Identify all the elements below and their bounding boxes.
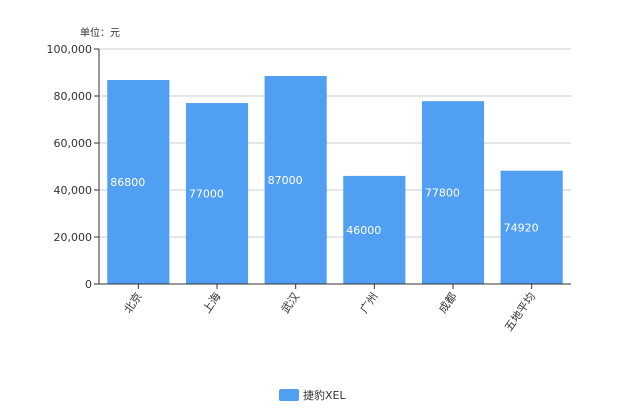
- bar[interactable]: [500, 170, 563, 284]
- bar[interactable]: [421, 101, 485, 284]
- x-axis: 北京 上海 武汉 广州 成都 五地平均: [99, 283, 571, 334]
- y-tick-label: 80,000: [54, 90, 93, 103]
- legend-label[interactable]: 捷豹XEL: [303, 388, 346, 402]
- bar[interactable]: [107, 80, 170, 285]
- legend[interactable]: 捷豹XEL: [279, 388, 346, 402]
- gridlines: [99, 48, 571, 238]
- bar-data-label: 77800: [425, 187, 460, 200]
- x-tick-label: 五地平均: [502, 290, 538, 333]
- y-axis: 0 20,000 40,000 60,000 80,000 100,000: [47, 43, 100, 291]
- bar[interactable]: [185, 103, 249, 284]
- y-tick-label: 60,000: [54, 137, 93, 150]
- y-tick-label: 100,000: [47, 43, 93, 56]
- bar-data-label: 86800: [110, 176, 145, 189]
- bars: 86800 77000 87000 46000 77800 74920: [107, 76, 563, 285]
- bar-data-label: 74920: [504, 221, 539, 234]
- bar-data-label: 77000: [189, 188, 224, 201]
- bar-data-label: 87000: [268, 174, 303, 187]
- x-tick-label: 上海: [199, 290, 223, 316]
- y-tick-label: 0: [85, 278, 92, 291]
- x-tick-label: 成都: [436, 290, 459, 315]
- legend-swatch[interactable]: [279, 389, 299, 401]
- y-tick-label: 40,000: [54, 184, 93, 197]
- bar[interactable]: [343, 175, 406, 284]
- bar[interactable]: [264, 76, 327, 285]
- unit-label: 单位：元: [80, 26, 120, 39]
- x-tick-label: 广州: [358, 290, 381, 315]
- x-tick-label: 北京: [121, 290, 145, 316]
- bar-data-label: 46000: [346, 224, 381, 237]
- y-tick-label: 20,000: [54, 231, 93, 244]
- x-tick-label: 武汉: [279, 290, 302, 315]
